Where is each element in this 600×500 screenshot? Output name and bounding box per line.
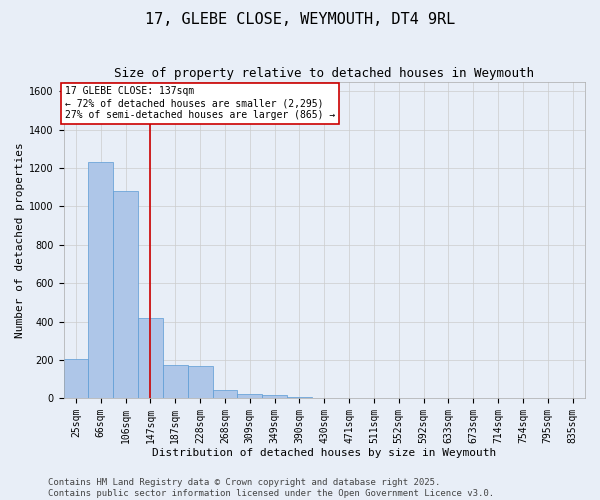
Bar (64, 359, 88, 399)
Bar (212, 390, 238, 398)
Title: Size of property relative to detached houses in Weymouth: Size of property relative to detached ho… (114, 68, 534, 80)
Bar (88, 162, 113, 398)
Text: Contains HM Land Registry data © Crown copyright and database right 2025.
Contai: Contains HM Land Registry data © Crown c… (48, 478, 494, 498)
Text: 17, GLEBE CLOSE, WEYMOUTH, DT4 9RL: 17, GLEBE CLOSE, WEYMOUTH, DT4 9RL (145, 12, 455, 28)
Bar (287, 397, 312, 398)
X-axis label: Distribution of detached houses by size in Weymouth: Distribution of detached houses by size … (152, 448, 496, 458)
Bar (138, 318, 163, 398)
Bar (188, 366, 212, 398)
Text: 17 GLEBE CLOSE: 137sqm
← 72% of detached houses are smaller (2,295)
27% of semi-: 17 GLEBE CLOSE: 137sqm ← 72% of detached… (65, 86, 335, 120)
Bar (262, 396, 287, 398)
Bar (238, 394, 262, 398)
Bar (163, 365, 188, 398)
Y-axis label: Number of detached properties: Number of detached properties (15, 142, 25, 338)
Bar (113, 191, 138, 398)
